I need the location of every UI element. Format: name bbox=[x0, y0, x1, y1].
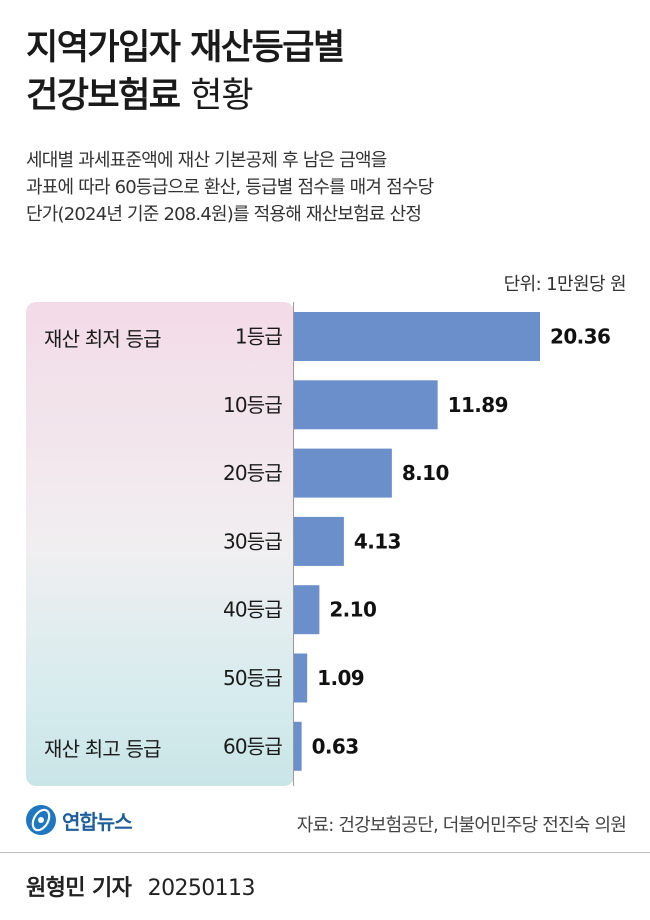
category-label-30등급: 30등급 bbox=[223, 529, 282, 553]
source-text: 자료: 건강보험공단, 더불어민주당 전진숙 의원 bbox=[296, 815, 627, 836]
value-label-30등급: 4.13 bbox=[354, 529, 401, 553]
title-line-1: 지역가입자 재산등급별 bbox=[26, 28, 345, 68]
value-label-20등급: 8.10 bbox=[402, 461, 449, 485]
description-line-3: 단가(2024년 기준 208.4원)를 적용해 재산보험료 산정 bbox=[26, 204, 422, 225]
bar-1등급 bbox=[294, 312, 540, 361]
category-label-1등급: 1등급 bbox=[235, 325, 283, 349]
value-label-10등급: 11.89 bbox=[448, 393, 508, 417]
publish-date: 20250113 bbox=[147, 876, 256, 901]
value-label-60등급: 0.63 bbox=[312, 734, 359, 758]
reporter-name: 원형민 기자 bbox=[26, 876, 132, 901]
bar-10등급 bbox=[294, 380, 438, 430]
category-label-60등급: 60등급 bbox=[223, 734, 282, 758]
category-label-20등급: 20등급 bbox=[223, 461, 282, 485]
title-bold: 건강보험료 bbox=[26, 76, 181, 116]
logo-text: 연합뉴스 bbox=[62, 809, 133, 834]
bar-50등급 bbox=[294, 653, 308, 703]
description-line-1: 세대별 과세표준액에 재산 기본공제 후 남은 금액을 bbox=[26, 150, 387, 171]
value-label-1등급: 20.36 bbox=[550, 325, 610, 349]
description: 세대별 과세표준액에 재산 기본공제 후 남은 금액을 과표에 따라 60등급으… bbox=[26, 147, 434, 228]
category-label-40등급: 40등급 bbox=[223, 598, 282, 622]
logo: 연합뉴스 bbox=[26, 805, 133, 835]
tier-label-lowest: 재산 최저 등급 bbox=[44, 327, 162, 351]
bar-40등급 bbox=[294, 585, 320, 635]
bar-30등급 bbox=[294, 516, 344, 566]
category-label-10등급: 10등급 bbox=[223, 393, 282, 417]
category-label-50등급: 50등급 bbox=[223, 666, 282, 690]
value-label-40등급: 2.10 bbox=[329, 598, 376, 622]
chart-axis bbox=[293, 302, 294, 786]
bar-20등급 bbox=[294, 448, 392, 498]
title: 지역가입자 재산등급별 건강보험료 현황 bbox=[26, 24, 626, 120]
description-line-2: 과표에 따라 60등급으로 환산, 등급별 점수를 매겨 점수당 bbox=[26, 177, 434, 198]
value-label-50등급: 1.09 bbox=[317, 666, 364, 690]
byline: 원형민 기자 20250113 bbox=[26, 870, 255, 902]
tier-label-highest: 재산 최고 등급 bbox=[44, 737, 162, 761]
bar-60등급 bbox=[294, 721, 302, 771]
title-line-2: 건강보험료 현황 bbox=[26, 72, 626, 120]
yonhap-logo-icon bbox=[26, 805, 56, 835]
footer-divider bbox=[0, 852, 650, 853]
unit-label: 단위: 1만원당 원 bbox=[503, 274, 627, 295]
title-light: 현황 bbox=[190, 76, 253, 116]
category-panel bbox=[26, 302, 294, 786]
